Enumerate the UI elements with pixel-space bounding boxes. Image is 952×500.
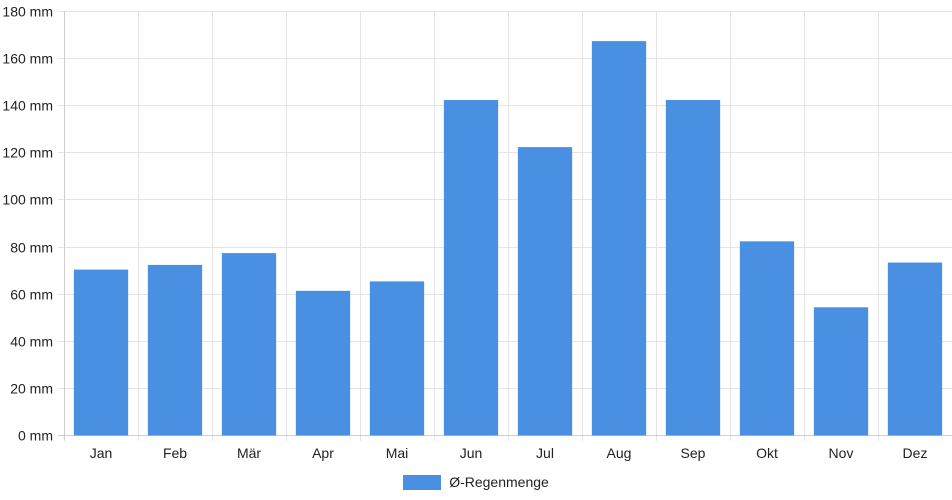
x-tick-label: Jan xyxy=(90,445,113,461)
x-tick-label: Aug xyxy=(607,445,632,461)
bar-apr[interactable] xyxy=(295,290,351,436)
legend-label: Ø-Regenmenge xyxy=(449,474,549,490)
x-tick-label: Nov xyxy=(829,445,854,461)
y-tick-label: 120 mm xyxy=(2,145,53,161)
y-tick-label: 20 mm xyxy=(10,381,53,397)
x-tick-label: Jul xyxy=(536,445,554,461)
bar-sep[interactable] xyxy=(665,100,721,436)
y-tick-label: 100 mm xyxy=(2,192,53,208)
x-tick-label: Feb xyxy=(163,445,187,461)
bar-mai[interactable] xyxy=(369,281,425,436)
bars xyxy=(73,41,943,436)
y-tick-label: 140 mm xyxy=(2,98,53,114)
x-tick-label: Okt xyxy=(756,445,778,461)
x-tick-label: Apr xyxy=(312,445,334,461)
x-tick-label: Dez xyxy=(903,445,928,461)
x-tick-label: Mär xyxy=(237,445,261,461)
x-tick-label: Mai xyxy=(386,445,409,461)
y-axis-tick-labels: 0 mm 20 mm 40 mm 60 mm 80 mm 100 mm 120 mm 140 … xyxy=(2,4,53,444)
y-tick-label: 80 mm xyxy=(10,240,53,256)
y-tick-label: 180 mm xyxy=(2,4,53,20)
bar-okt[interactable] xyxy=(739,241,795,436)
bar-jan[interactable] xyxy=(73,269,129,436)
y-tick-label: 60 mm xyxy=(10,287,53,303)
legend[interactable]: Ø-Regenmenge xyxy=(0,471,952,493)
y-tick-label: 160 mm xyxy=(2,51,53,67)
bar-nov[interactable] xyxy=(813,307,869,436)
bar-aug[interactable] xyxy=(591,41,647,436)
bar-mär[interactable] xyxy=(221,253,277,436)
legend-swatch xyxy=(403,474,442,490)
x-tick-label: Jun xyxy=(460,445,483,461)
bar-feb[interactable] xyxy=(147,264,203,436)
bar-jul[interactable] xyxy=(517,147,573,436)
grid-lines xyxy=(58,11,952,441)
bar-dez[interactable] xyxy=(887,262,943,436)
y-tick-label: 40 mm xyxy=(10,334,53,350)
y-tick-label: 0 mm xyxy=(18,428,53,444)
x-axis-tick-labels: Jan Feb Mär Apr Mai Jun Jul Aug Sep Okt Nov Dez xyxy=(90,445,928,461)
x-tick-label: Sep xyxy=(681,445,706,461)
bar-jun[interactable] xyxy=(443,100,499,436)
